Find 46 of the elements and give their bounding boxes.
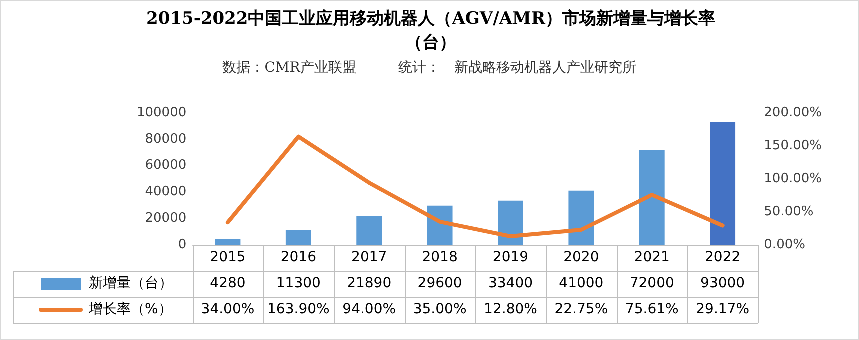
y2-tick-label: 50.00% <box>764 204 814 220</box>
data-label: 41000 <box>559 276 604 292</box>
x-tick-label: 2022 <box>704 250 741 266</box>
data-label: 75.61% <box>625 302 679 318</box>
y-tick-label: 60000 <box>145 158 187 174</box>
x-tick-label: 2018 <box>422 250 458 266</box>
chart-subtitle: 数据：CMR产业联盟 统计： 新战略移动机器人产业研究所 <box>222 59 638 77</box>
chart-title: 2015-2022中国工业应用移动机器人（AGV/AMR）市场新增量与增长率（台） <box>146 8 716 55</box>
bar <box>568 190 594 245</box>
y-tick-label: 100000 <box>136 105 187 120</box>
bar <box>498 200 524 245</box>
data-label: 21890 <box>347 276 392 292</box>
bar <box>639 150 665 245</box>
data-label: 29.17% <box>696 302 750 318</box>
data-label: 93000 <box>700 276 746 292</box>
y-tick-label: 20000 <box>145 210 187 226</box>
x-tick-label: 2015 <box>210 250 246 266</box>
data-label: 163.90% <box>268 302 330 318</box>
x-tick-label: 2021 <box>634 250 670 266</box>
x-tick-label: 2019 <box>492 250 529 266</box>
y2-tick-label: 200.00% <box>764 105 822 120</box>
y2-tick-label: 0.00% <box>764 237 806 252</box>
bar <box>286 230 312 245</box>
y-tick-label: 40000 <box>145 184 187 200</box>
data-label: 35.00% <box>413 302 467 318</box>
y-tick-label: 80000 <box>145 132 187 147</box>
data-label: 33400 <box>488 276 534 292</box>
data-label: 94.00% <box>342 302 396 318</box>
legend-label: 新增量（台） <box>89 276 173 292</box>
x-tick-label: 2017 <box>352 250 388 266</box>
y2-tick-label: 100.00% <box>764 171 822 186</box>
data-label: 4280 <box>210 276 246 292</box>
bar <box>356 216 382 245</box>
x-tick-label: 2016 <box>280 250 317 266</box>
data-label: 34.00% <box>201 302 255 318</box>
data-label: 22.75% <box>554 302 608 318</box>
y2-tick-label: 150.00% <box>764 138 822 154</box>
data-label: 72000 <box>630 276 674 292</box>
legend-label: 增长率（%） <box>88 302 172 318</box>
bar <box>710 122 736 245</box>
y-tick-label: 0 <box>178 237 187 252</box>
bar <box>215 239 241 245</box>
x-tick-label: 2020 <box>564 250 600 266</box>
data-label: 29600 <box>418 276 462 292</box>
data-label: 11300 <box>276 276 321 292</box>
data-label: 12.80% <box>484 302 538 318</box>
